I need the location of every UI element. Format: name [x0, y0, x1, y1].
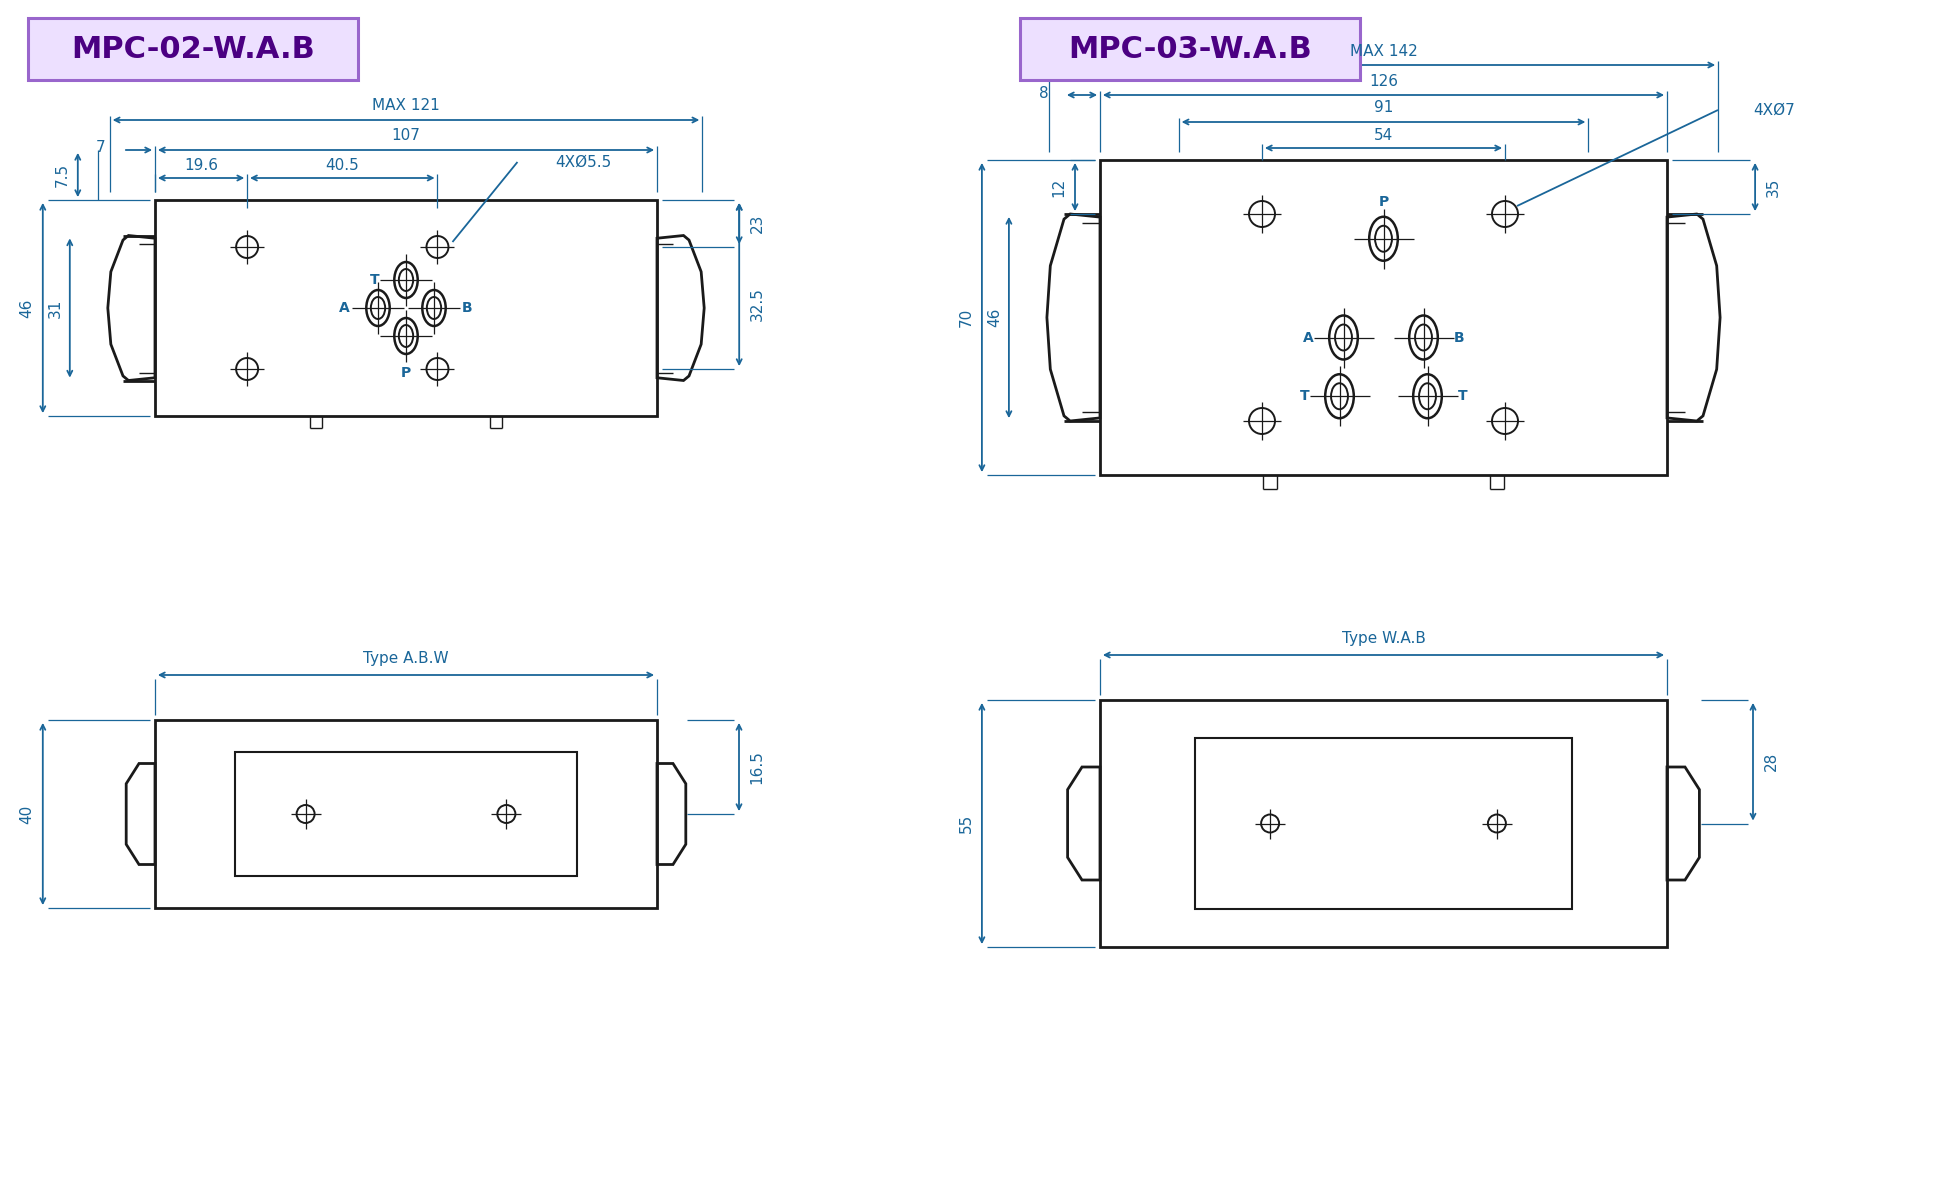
Text: 46: 46: [988, 307, 1003, 328]
Bar: [156, 200, 656, 416]
Text: 32.5: 32.5: [750, 287, 766, 322]
Bar: [1101, 700, 1667, 947]
Text: 107: 107: [392, 128, 421, 144]
Text: P: P: [1379, 195, 1389, 209]
Text: MPC-02-W.A.B: MPC-02-W.A.B: [72, 35, 316, 63]
Text: 4XØ5.5: 4XØ5.5: [555, 154, 612, 170]
Bar: [1021, 18, 1360, 80]
Text: Type W.A.B: Type W.A.B: [1342, 631, 1426, 647]
Bar: [1101, 160, 1667, 475]
Text: 70: 70: [958, 307, 974, 328]
Text: 46: 46: [19, 298, 35, 318]
Text: MPC-03-W.A.B: MPC-03-W.A.B: [1068, 35, 1311, 63]
Text: 8: 8: [1038, 85, 1048, 100]
Text: 16.5: 16.5: [750, 750, 764, 783]
Text: 23: 23: [750, 214, 766, 233]
Text: B: B: [462, 301, 473, 315]
Bar: [236, 752, 577, 875]
Text: 19.6: 19.6: [183, 159, 218, 173]
Text: B: B: [1453, 330, 1465, 344]
Text: A: A: [1303, 330, 1313, 344]
Text: 40.5: 40.5: [325, 159, 358, 173]
Text: A: A: [339, 301, 351, 315]
Text: Type A.B.W: Type A.B.W: [362, 652, 448, 666]
Text: 4XØ7: 4XØ7: [1753, 103, 1794, 117]
Text: T: T: [370, 273, 380, 287]
Bar: [156, 720, 656, 908]
Text: 40: 40: [19, 805, 35, 824]
Bar: [27, 18, 358, 80]
Text: P: P: [401, 366, 411, 380]
Text: 54: 54: [1373, 128, 1393, 144]
Text: 31: 31: [49, 298, 62, 318]
Text: MAX 142: MAX 142: [1350, 43, 1418, 59]
Text: T: T: [1457, 389, 1467, 403]
Text: 35: 35: [1765, 177, 1780, 196]
Text: T: T: [1299, 389, 1309, 403]
Text: 91: 91: [1373, 100, 1393, 116]
Text: 12: 12: [1052, 177, 1066, 196]
Text: 28: 28: [1763, 752, 1779, 771]
Text: 7.5: 7.5: [55, 163, 70, 187]
Text: 55: 55: [958, 813, 974, 834]
Text: MAX 121: MAX 121: [372, 98, 440, 114]
Bar: [1194, 738, 1572, 909]
Text: 126: 126: [1369, 73, 1399, 89]
Text: 7: 7: [95, 140, 105, 155]
